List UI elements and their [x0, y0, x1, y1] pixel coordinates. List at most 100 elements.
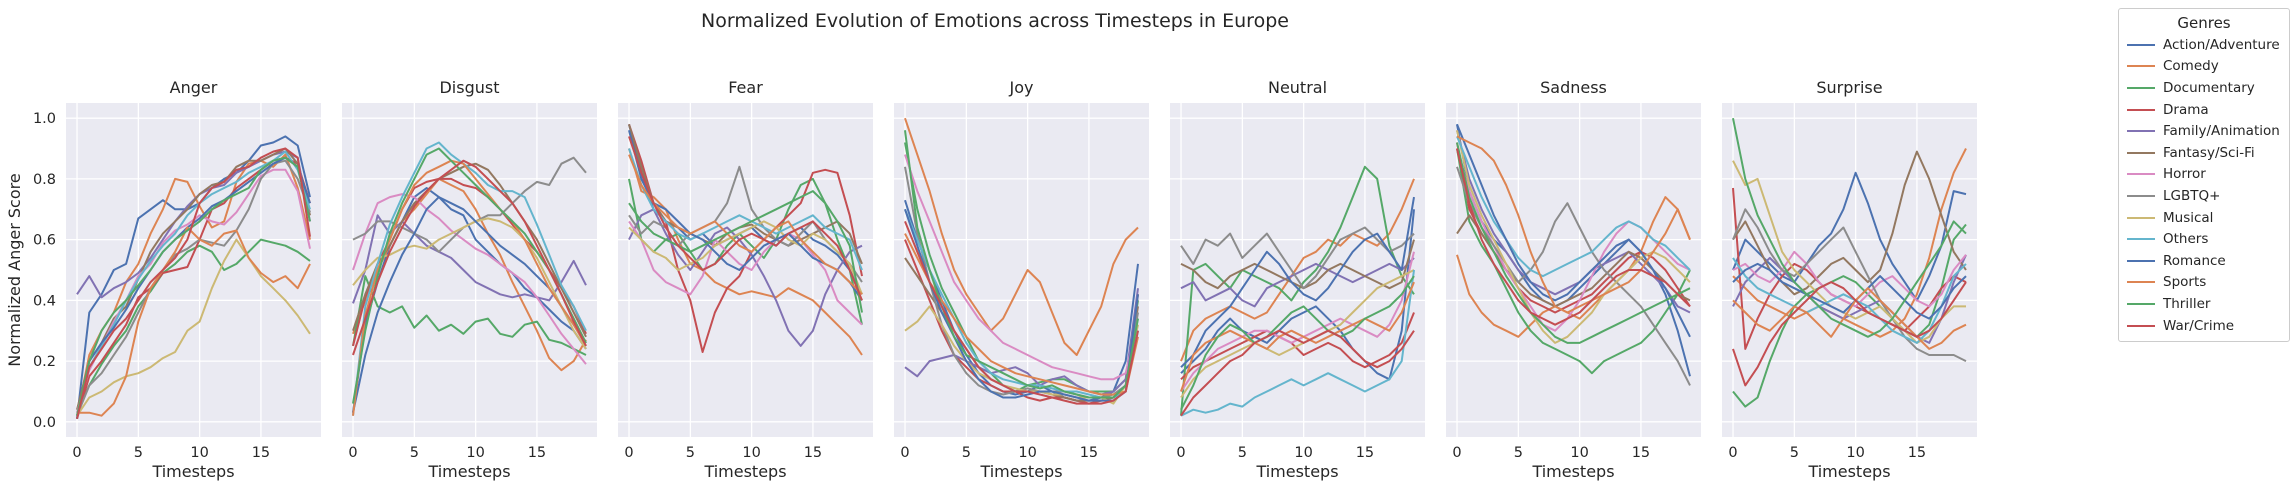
series-line	[904, 142, 1139, 393]
series-line	[352, 275, 587, 356]
series-line	[1180, 269, 1415, 417]
series-line	[1180, 269, 1415, 399]
series-line	[628, 190, 863, 313]
x-tick-label: 5	[410, 445, 419, 461]
series-line	[1732, 208, 1967, 362]
legend-label: Thriller	[2163, 295, 2211, 312]
plot-area	[1722, 103, 1977, 437]
plot-area	[1170, 103, 1425, 437]
series-line	[1456, 123, 1691, 338]
x-tick-label: 0	[1176, 445, 1185, 461]
legend-label: Comedy	[2163, 58, 2219, 75]
x-tick-label: 10	[1018, 445, 1036, 461]
chart-panels: 0 5 10 15 0.0 0.2 0.4 0.6 0.8 1.0 Anger Timesteps No…	[5, 78, 1977, 481]
y-tick-label: 0.6	[33, 233, 56, 249]
legend-swatch	[2127, 151, 2155, 154]
x-tick-label: 0	[1452, 445, 1461, 461]
legend-label: LGBTQ+	[2163, 187, 2221, 204]
series-line	[628, 148, 863, 271]
series-line	[352, 159, 587, 356]
series-line	[1732, 171, 1967, 302]
series-line	[352, 162, 587, 338]
legend-item: LGBTQ+	[2119, 185, 2289, 207]
y-tick-label: 0.2	[33, 354, 56, 370]
series-line	[628, 220, 863, 295]
series-line	[76, 135, 311, 419]
legend-swatch	[2127, 324, 2155, 327]
series-line	[1732, 281, 1967, 387]
series-line	[76, 147, 311, 420]
x-axis-label: Timesteps	[1531, 462, 1614, 481]
x-axis-label: Timesteps	[703, 462, 786, 481]
subplot-anger: 0 5 10 15 0.0 0.2 0.4 0.6 0.8 1.0 Anger Timesteps No…	[5, 78, 321, 481]
series-line	[1732, 262, 1967, 320]
x-tick-label: 10	[1294, 445, 1312, 461]
legend-label: Family/Animation	[2163, 123, 2280, 140]
legend-swatch	[2127, 259, 2155, 262]
legend-item: Fantasy/Sci-Fi	[2119, 142, 2289, 164]
x-tick-label: 10	[1570, 445, 1588, 461]
series-line	[628, 154, 863, 296]
legend-item: Comedy	[2119, 56, 2289, 78]
x-tick-label: 0	[624, 445, 633, 461]
series-line	[904, 154, 1139, 381]
legend-swatch	[2127, 86, 2155, 89]
legend-swatch	[2127, 281, 2155, 284]
y-tick-label: 0.8	[33, 172, 56, 188]
series-line	[1732, 160, 1966, 344]
series-line	[1180, 178, 1415, 362]
legend-swatch	[2127, 65, 2155, 68]
legend-item: Romance	[2119, 250, 2289, 272]
x-tick-label: 10	[190, 445, 208, 461]
series-line	[1180, 257, 1415, 308]
plot-area	[618, 103, 873, 437]
subplot-title: Anger	[170, 78, 218, 97]
series-line	[628, 220, 863, 326]
series-line	[1180, 196, 1415, 368]
legend-item: War/Crime	[2119, 315, 2289, 337]
subplot-disgust: 0 5 10 15 Disgust Timesteps	[342, 78, 597, 481]
x-axis-label: Timesteps	[151, 462, 234, 481]
series-line	[904, 117, 1139, 356]
legend-item: Sports	[2119, 272, 2289, 294]
x-tick-label: 15	[252, 445, 270, 461]
series-line	[628, 208, 863, 347]
legend-swatch	[2127, 130, 2155, 133]
series-line	[904, 208, 1139, 402]
series-line	[1732, 148, 1967, 338]
legend-item: Thriller	[2119, 293, 2289, 315]
legend-item: Family/Animation	[2119, 120, 2289, 142]
legend-item: Documentary	[2119, 77, 2289, 99]
series-line	[77, 226, 311, 417]
series-line	[352, 217, 587, 350]
x-tick-label: 0	[72, 445, 81, 461]
legend-label: Romance	[2163, 252, 2226, 269]
subplot-neutral: 0 5 10 15 Neutral Timesteps	[1170, 78, 1425, 481]
legend-item: Action/Adventure	[2119, 34, 2289, 56]
x-tick-label: 15	[1908, 445, 1926, 461]
legend-label: Others	[2163, 231, 2209, 248]
subplot-title: Fear	[728, 78, 763, 97]
y-axis-label: Normalized Anger Score	[5, 173, 24, 366]
legend-label: Documentary	[2163, 79, 2255, 96]
x-tick-label: 5	[962, 445, 971, 461]
x-tick-label: 5	[134, 445, 143, 461]
legend-swatch	[2127, 302, 2155, 305]
x-tick-label: 0	[900, 445, 909, 461]
x-tick-label: 5	[1238, 445, 1247, 461]
series-line	[1180, 312, 1415, 381]
series-line	[76, 238, 311, 414]
legend-item: Drama	[2119, 99, 2289, 121]
subplot-title: Neutral	[1268, 78, 1327, 97]
legend-item: Horror	[2119, 164, 2289, 186]
x-axis-label: Timesteps	[1807, 462, 1890, 481]
x-tick-label: 10	[466, 445, 484, 461]
legend-swatch	[2127, 173, 2155, 176]
series-line	[76, 238, 311, 417]
legend: Genres Action/Adventure Comedy Documentary…	[2118, 8, 2290, 342]
series-line	[1180, 165, 1415, 416]
series-line	[352, 214, 587, 304]
legend-title: Genres	[2177, 14, 2231, 32]
x-tick-label: 15	[528, 445, 546, 461]
x-axis-label: Timesteps	[979, 462, 1062, 481]
